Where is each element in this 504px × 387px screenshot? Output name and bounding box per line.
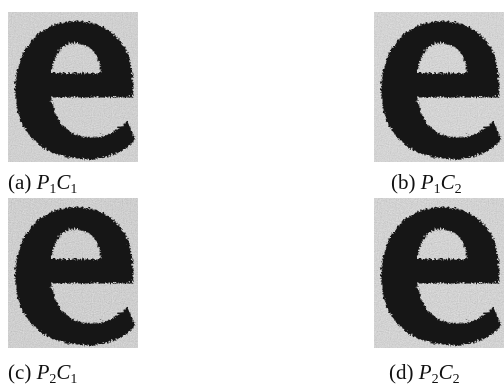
caption-b: (b) P1C2	[391, 170, 462, 197]
letter-e-image	[8, 12, 138, 162]
figure-panel-d	[374, 198, 504, 348]
caption-c: (c) P2C1	[8, 360, 78, 387]
caption-a: (a) P1C1	[8, 170, 78, 197]
figure-panel-b	[374, 12, 504, 162]
figure-panel-c	[8, 198, 138, 348]
letter-e-image	[8, 198, 138, 348]
letter-e-image	[374, 198, 504, 348]
letter-e-image	[374, 12, 504, 162]
figure-panel-a	[8, 12, 138, 162]
caption-d: (d) P2C2	[389, 360, 460, 387]
